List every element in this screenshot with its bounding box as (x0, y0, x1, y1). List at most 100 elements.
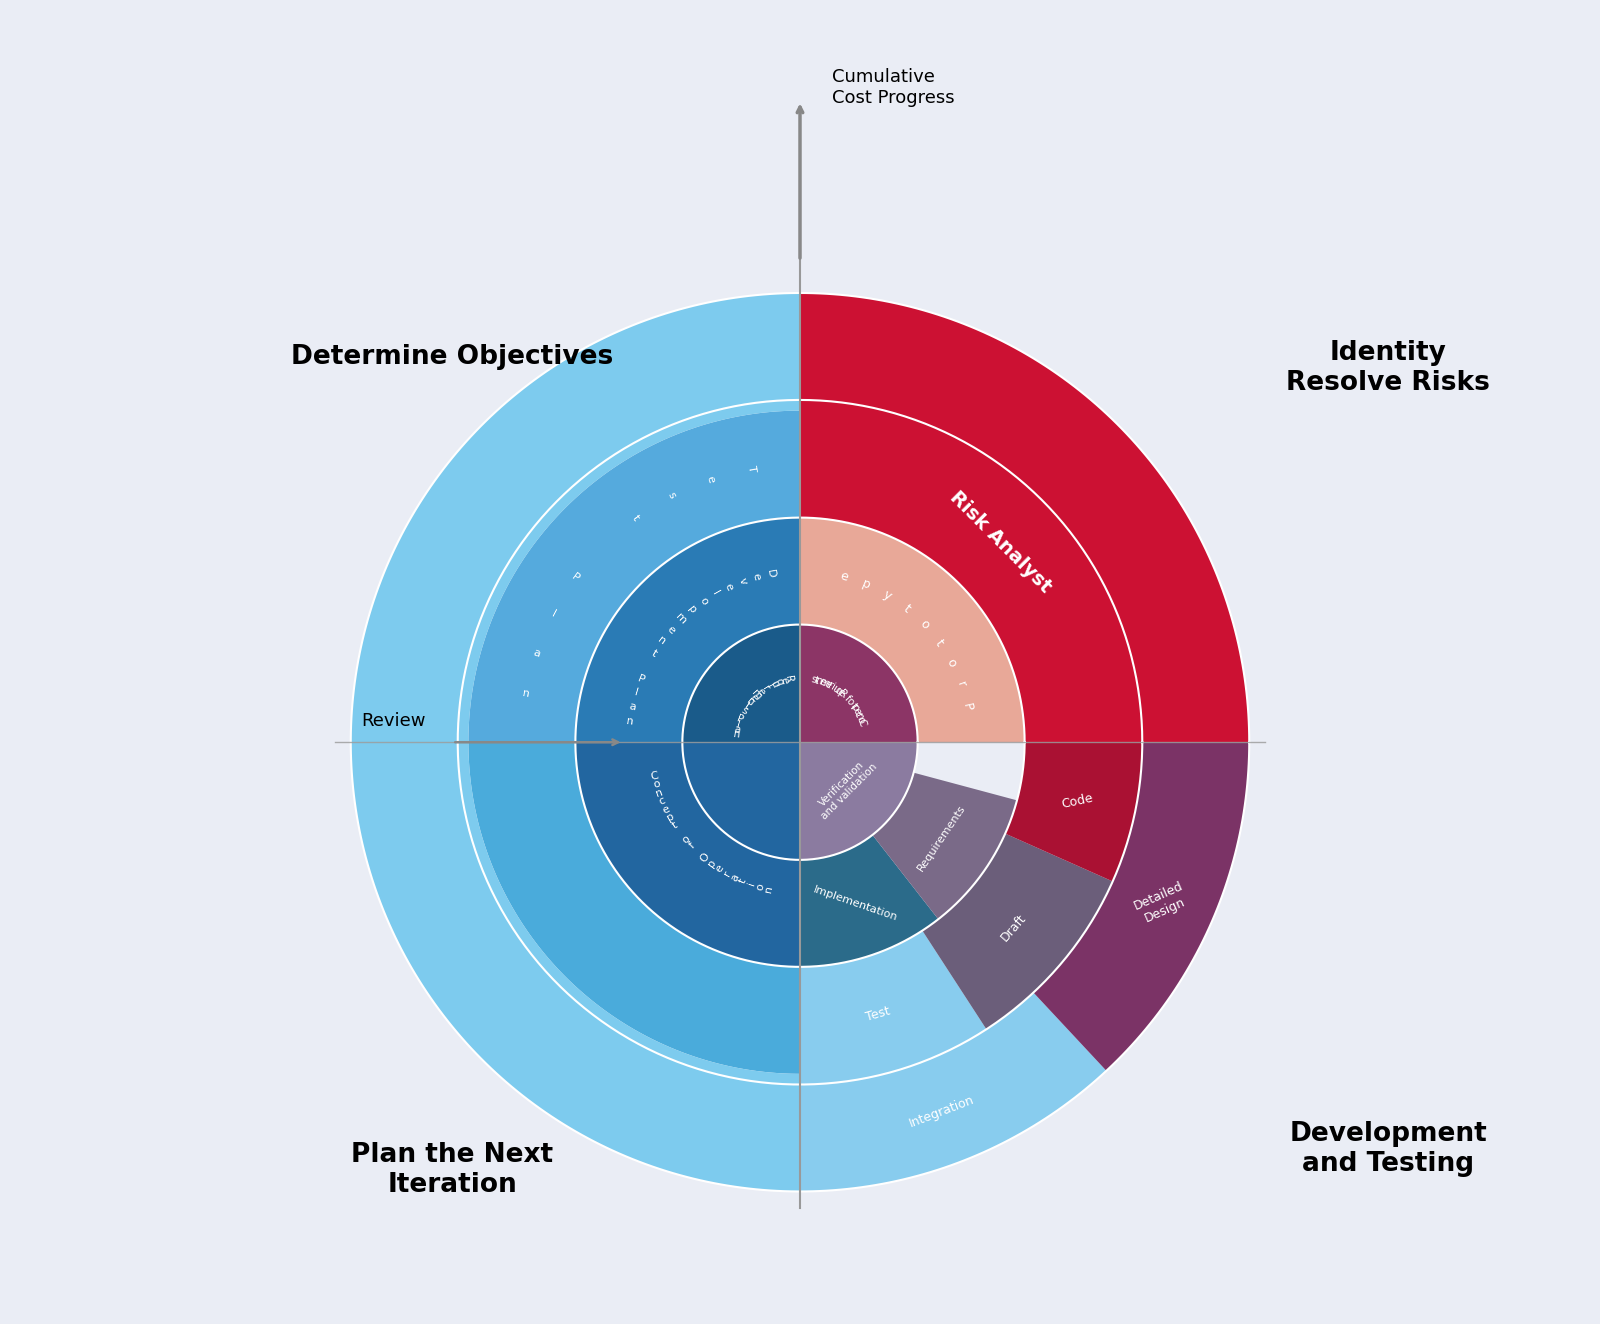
Polygon shape (800, 835, 938, 967)
Polygon shape (469, 743, 800, 1074)
Text: m: m (818, 677, 832, 690)
Text: o: o (651, 779, 661, 790)
Text: Risk Analyst: Risk Analyst (946, 487, 1054, 596)
Text: i: i (829, 682, 837, 692)
Text: p: p (861, 577, 872, 592)
Text: f: f (686, 841, 698, 851)
Text: P: P (635, 674, 646, 685)
Text: e: e (835, 687, 846, 699)
Text: R: R (837, 688, 850, 700)
Text: p: p (848, 703, 861, 714)
Polygon shape (800, 743, 918, 859)
Text: Implementation: Implementation (813, 884, 899, 923)
Text: e: e (723, 581, 734, 592)
Text: m: m (674, 612, 688, 626)
Polygon shape (800, 993, 1106, 1192)
Text: n: n (733, 730, 741, 740)
Text: Integration: Integration (907, 1094, 976, 1131)
Text: t: t (848, 702, 858, 711)
Text: c: c (851, 710, 864, 719)
Text: T: T (746, 465, 757, 473)
Text: s: s (810, 674, 818, 685)
Text: t: t (738, 876, 749, 884)
Text: l: l (710, 589, 722, 597)
Text: n: n (626, 716, 634, 727)
Text: t: t (901, 602, 912, 616)
Text: D: D (765, 568, 776, 579)
Text: e: e (838, 569, 850, 584)
Polygon shape (800, 400, 1142, 743)
Text: o: o (917, 617, 931, 632)
Text: Detailed
Design: Detailed Design (1131, 879, 1192, 927)
Text: Review: Review (362, 712, 426, 730)
Text: n: n (654, 788, 664, 798)
Text: e: e (818, 677, 827, 687)
Text: i: i (765, 682, 774, 690)
Text: n: n (656, 636, 667, 647)
Text: a: a (531, 647, 541, 658)
Polygon shape (350, 293, 800, 743)
Text: q: q (773, 677, 784, 686)
Text: e: e (822, 678, 834, 690)
Text: C: C (854, 718, 867, 727)
Text: r: r (760, 683, 771, 692)
Text: v: v (736, 576, 749, 587)
Text: Determine Objectives: Determine Objectives (291, 344, 613, 371)
Text: r: r (826, 681, 835, 691)
Text: o: o (843, 695, 854, 707)
Polygon shape (1005, 743, 1142, 882)
Text: e: e (704, 474, 717, 483)
Text: l: l (634, 687, 638, 698)
Text: Test: Test (864, 1005, 891, 1025)
Text: e: e (661, 804, 672, 816)
Polygon shape (576, 518, 800, 743)
Text: u: u (768, 678, 781, 688)
Polygon shape (469, 410, 800, 743)
Text: Development
and Testing: Development and Testing (1290, 1120, 1486, 1177)
Text: r: r (954, 679, 968, 688)
Polygon shape (800, 931, 987, 1084)
Text: C: C (650, 771, 659, 781)
Text: f: f (842, 694, 853, 703)
Text: l: l (550, 609, 557, 618)
Text: n: n (814, 675, 824, 687)
Text: n: n (522, 688, 531, 699)
Text: s: s (666, 491, 677, 500)
Text: Requirements: Requirements (917, 802, 968, 873)
Text: P: P (570, 572, 581, 584)
Text: Identity
Resolve Risks: Identity Resolve Risks (1286, 340, 1490, 396)
Text: p: p (666, 812, 675, 824)
Text: e: e (666, 624, 677, 636)
Text: e: e (778, 675, 789, 685)
Polygon shape (922, 834, 1112, 1029)
Polygon shape (576, 743, 800, 967)
Polygon shape (800, 293, 1250, 743)
Text: y: y (882, 588, 894, 602)
Text: P: P (736, 714, 744, 726)
Polygon shape (800, 518, 1024, 743)
Polygon shape (350, 743, 800, 1192)
Text: p: p (686, 604, 698, 616)
Text: e: e (850, 706, 862, 716)
Text: P: P (960, 702, 974, 712)
Text: o: o (755, 882, 766, 891)
Polygon shape (1034, 743, 1250, 1071)
Text: a: a (733, 724, 741, 735)
Text: n: n (853, 712, 864, 722)
Text: n: n (763, 884, 774, 894)
Text: o: o (680, 833, 691, 845)
Text: t: t (650, 647, 658, 658)
Text: a: a (629, 702, 637, 712)
Text: t: t (742, 700, 752, 711)
Polygon shape (800, 625, 918, 743)
Text: l: l (736, 719, 741, 730)
Text: t: t (813, 675, 819, 686)
Text: Verification
and validation: Verification and validation (811, 753, 880, 822)
Text: Draft: Draft (998, 912, 1029, 944)
Text: q: q (832, 685, 843, 696)
Text: a: a (730, 873, 741, 882)
Text: p: p (706, 858, 718, 870)
Text: m: m (750, 687, 765, 702)
Text: e: e (747, 692, 760, 704)
Text: n: n (744, 696, 755, 708)
